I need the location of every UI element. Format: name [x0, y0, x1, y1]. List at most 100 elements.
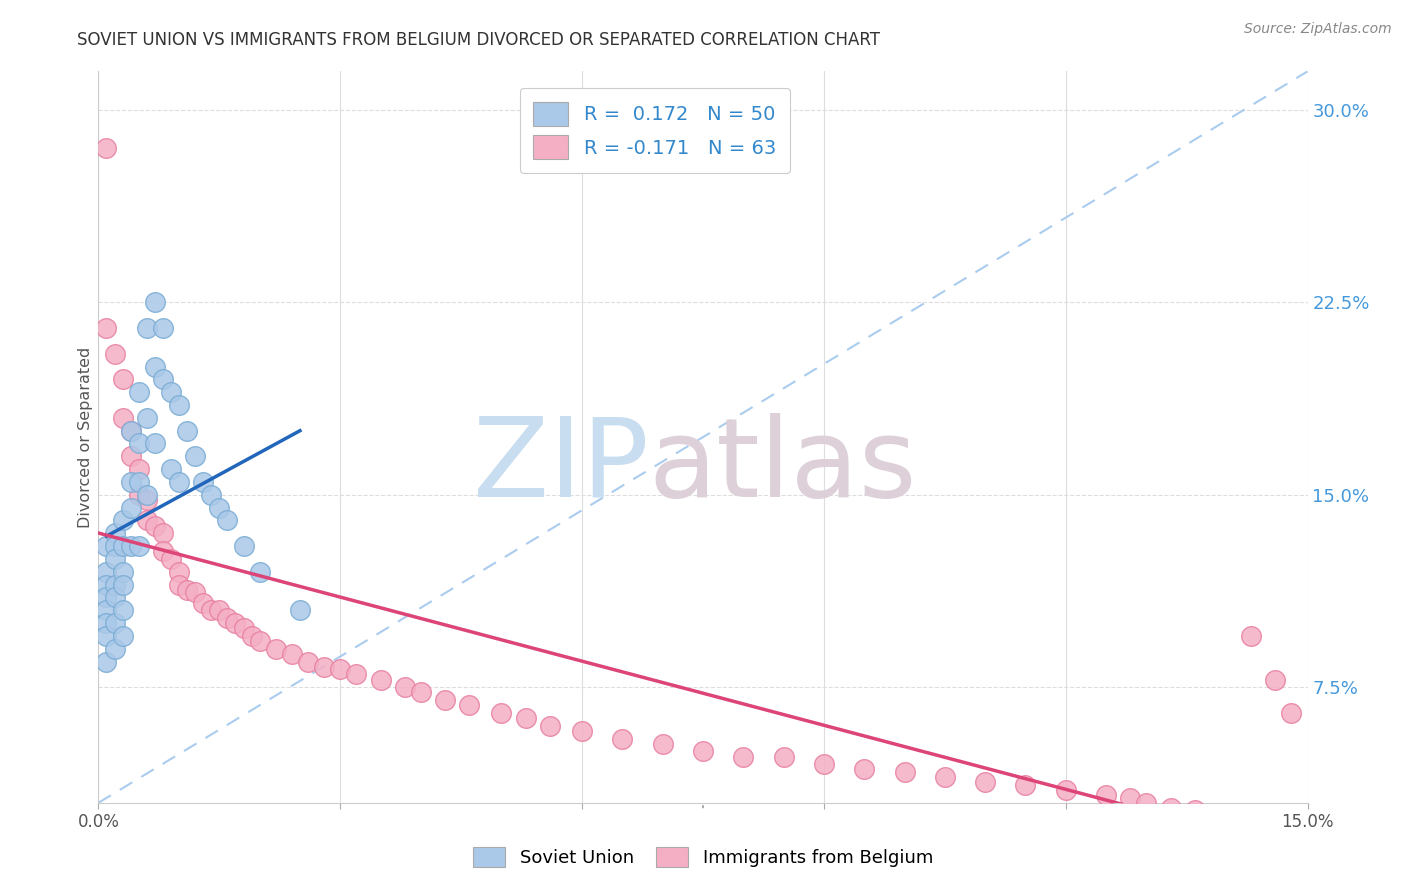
Point: [813, 757, 835, 772]
Point: [128, 475, 150, 489]
Point: [111, 410, 134, 425]
Point: [200, 603, 222, 617]
Point: [96, 141, 118, 155]
Point: [96, 565, 118, 579]
Point: [152, 372, 174, 386]
Point: [1264, 673, 1286, 687]
Point: [167, 565, 190, 579]
Point: [96, 591, 118, 605]
Point: [281, 647, 304, 661]
Point: [217, 514, 239, 528]
Point: [96, 655, 118, 669]
Point: [103, 591, 125, 605]
Point: [176, 582, 198, 597]
Point: [224, 616, 246, 631]
Point: [434, 693, 457, 707]
Point: [893, 764, 915, 779]
Point: [128, 462, 150, 476]
Point: [1160, 801, 1182, 815]
Point: [538, 719, 561, 733]
Text: 0.0%: 0.0%: [77, 814, 120, 831]
Point: [344, 667, 367, 681]
Point: [232, 539, 254, 553]
Point: [96, 321, 118, 335]
Text: 15.0%: 15.0%: [1281, 814, 1334, 831]
Point: [135, 492, 157, 507]
Point: [974, 775, 997, 789]
Point: [96, 539, 118, 553]
Point: [1095, 788, 1118, 802]
Point: [1135, 796, 1157, 810]
Text: ZIP: ZIP: [472, 413, 648, 520]
Point: [208, 603, 231, 617]
Point: [934, 770, 956, 784]
Point: [409, 685, 432, 699]
Point: [193, 596, 215, 610]
Point: [103, 641, 125, 656]
Point: [135, 488, 157, 502]
Point: [1216, 808, 1239, 822]
Point: [103, 346, 125, 360]
Point: [853, 763, 876, 777]
Point: [571, 723, 593, 738]
Point: [651, 737, 673, 751]
Point: [120, 424, 142, 438]
Point: [128, 539, 150, 553]
Point: [167, 398, 190, 412]
Point: [103, 577, 125, 591]
Point: [152, 321, 174, 335]
Point: [297, 655, 319, 669]
Point: [143, 436, 166, 450]
Point: [329, 662, 352, 676]
Point: [96, 616, 118, 631]
Point: [111, 372, 134, 386]
Point: [111, 603, 134, 617]
Point: [111, 629, 134, 643]
Point: [240, 629, 263, 643]
Point: [167, 577, 190, 591]
Legend: Soviet Union, Immigrants from Belgium: Soviet Union, Immigrants from Belgium: [465, 839, 941, 874]
Point: [232, 621, 254, 635]
Point: [692, 744, 714, 758]
Point: [217, 611, 239, 625]
Point: [184, 450, 207, 464]
Point: [96, 577, 118, 591]
Point: [370, 673, 392, 687]
Point: [733, 749, 755, 764]
Point: [515, 711, 537, 725]
Point: [167, 475, 190, 489]
Point: [120, 450, 142, 464]
Point: [128, 488, 150, 502]
Point: [111, 539, 134, 553]
Point: [1240, 629, 1263, 643]
Point: [193, 475, 215, 489]
Point: [111, 514, 134, 528]
Point: [1014, 778, 1036, 792]
Point: [1281, 706, 1303, 720]
Point: [200, 488, 222, 502]
Point: [264, 641, 287, 656]
Point: [1119, 790, 1142, 805]
Point: [612, 731, 634, 746]
Point: [176, 424, 198, 438]
Point: [128, 436, 150, 450]
Point: [143, 518, 166, 533]
Point: [1054, 783, 1077, 797]
Point: [143, 359, 166, 374]
Point: [96, 603, 118, 617]
Point: [491, 706, 513, 720]
Point: [249, 565, 271, 579]
Point: [143, 295, 166, 310]
Point: [128, 385, 150, 400]
Point: [288, 603, 311, 617]
Point: [1184, 804, 1206, 818]
Text: Source: ZipAtlas.com: Source: ZipAtlas.com: [1244, 22, 1392, 37]
Point: [103, 539, 125, 553]
Point: [184, 585, 207, 599]
Point: [458, 698, 481, 713]
Point: [152, 526, 174, 541]
Point: [96, 629, 118, 643]
Point: [772, 749, 794, 764]
Point: [103, 526, 125, 541]
Legend: R =  0.172   N = 50, R = -0.171   N = 63: R = 0.172 N = 50, R = -0.171 N = 63: [520, 88, 790, 173]
